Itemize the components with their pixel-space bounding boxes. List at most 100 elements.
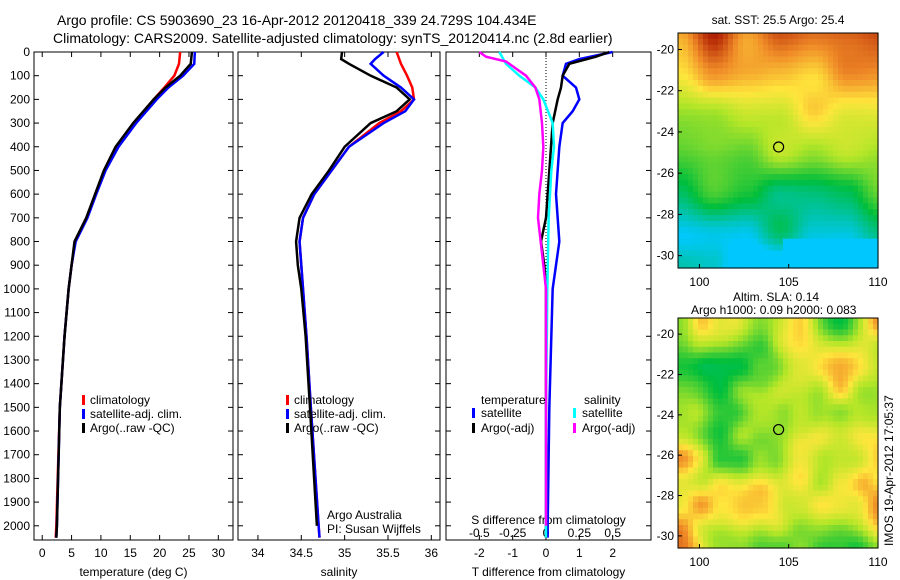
heatmap-cell bbox=[733, 519, 739, 526]
heatmap-cell bbox=[728, 103, 734, 110]
heatmap-cell bbox=[748, 121, 754, 128]
heatmap-cell bbox=[738, 421, 744, 428]
heatmap-cell bbox=[733, 38, 739, 46]
heatmap-cell bbox=[758, 456, 764, 463]
heatmap-cell bbox=[843, 415, 849, 423]
heatmap-cell bbox=[873, 203, 879, 210]
heatmap-cell bbox=[843, 250, 849, 257]
heatmap-cell bbox=[748, 221, 754, 228]
heatmap-cell bbox=[708, 438, 714, 446]
heatmap-cell bbox=[723, 392, 729, 400]
heatmap-cell bbox=[698, 450, 704, 457]
heatmap-cell bbox=[818, 103, 824, 110]
heatmap-cell bbox=[773, 127, 779, 134]
heatmap-cell bbox=[743, 103, 749, 110]
heatmap-cell bbox=[713, 232, 719, 240]
heatmap-cell bbox=[703, 221, 709, 228]
heatmap-cell bbox=[783, 329, 789, 336]
heatmap-cell bbox=[798, 467, 804, 474]
heatmap-cell bbox=[793, 507, 799, 515]
heatmap-cell bbox=[838, 138, 844, 146]
heatmap-cell bbox=[768, 156, 774, 163]
heatmap-cell bbox=[843, 56, 849, 63]
heatmap-cell bbox=[708, 191, 714, 199]
heatmap-cell bbox=[868, 542, 874, 549]
heatmap-cell bbox=[688, 341, 694, 348]
heatmap-cell bbox=[683, 387, 689, 394]
heatmap-cell bbox=[808, 502, 814, 509]
heatmap-cell bbox=[763, 38, 769, 46]
heatmap-cell bbox=[873, 450, 879, 457]
heatmap-cell bbox=[743, 513, 749, 520]
heatmap-cell bbox=[868, 38, 874, 46]
heatmap-cell bbox=[788, 68, 794, 75]
heatmap-cell bbox=[733, 85, 739, 93]
heatmap-cell bbox=[853, 115, 859, 122]
heatmap-cell bbox=[813, 364, 819, 371]
heatmap-cell bbox=[768, 335, 774, 342]
heatmap-cell bbox=[828, 179, 834, 187]
heatmap-cell bbox=[843, 456, 849, 463]
heatmap-cell bbox=[823, 215, 829, 222]
heatmap-cell bbox=[868, 80, 874, 87]
heatmap-cell bbox=[848, 91, 854, 99]
heatmap-cell bbox=[738, 444, 744, 451]
heatmap-cell bbox=[818, 530, 824, 538]
heatmap-cell bbox=[683, 127, 689, 134]
heatmap-cell bbox=[683, 91, 689, 99]
heatmap-cell bbox=[788, 244, 794, 251]
heatmap-cell bbox=[793, 50, 799, 58]
heatmap-cell bbox=[783, 221, 789, 228]
heatmap-cell bbox=[803, 38, 809, 46]
heatmap-cell bbox=[758, 335, 764, 342]
heatmap-cell bbox=[713, 238, 719, 246]
heatmap-cell bbox=[833, 97, 839, 105]
heatmap-cell bbox=[783, 358, 789, 365]
heatmap-cell bbox=[768, 127, 774, 134]
heatmap-cell bbox=[773, 479, 779, 486]
heatmap-cell bbox=[848, 144, 854, 152]
heatmap-cell bbox=[678, 519, 684, 526]
heatmap-cell bbox=[808, 467, 814, 474]
heatmap-cell bbox=[768, 525, 774, 532]
heatmap-cell bbox=[863, 168, 869, 175]
heatmap-cell bbox=[798, 519, 804, 526]
heatmap-cell bbox=[723, 179, 729, 187]
heatmap-cell bbox=[708, 250, 714, 257]
heatmap-cell bbox=[793, 496, 799, 503]
heatmap-cell bbox=[678, 226, 684, 234]
heatmap-cell bbox=[803, 103, 809, 110]
heatmap-cell bbox=[873, 209, 879, 216]
heatmap-cell bbox=[733, 346, 739, 354]
heatmap-cell bbox=[728, 33, 734, 40]
heatmap-cell bbox=[868, 364, 874, 371]
heatmap-cell bbox=[733, 74, 739, 81]
heatmap-cell bbox=[738, 174, 744, 181]
heatmap-cell bbox=[723, 398, 729, 405]
heatmap-cell bbox=[863, 496, 869, 503]
heatmap-cell bbox=[803, 85, 809, 93]
heatmap-cell bbox=[868, 144, 874, 152]
heatmap-cell bbox=[803, 215, 809, 222]
heatmap-cell bbox=[758, 221, 764, 228]
y-tick-label: 1300 bbox=[3, 353, 30, 367]
heatmap-cell bbox=[838, 387, 844, 394]
heatmap-cell bbox=[693, 103, 699, 110]
heatmap-cell bbox=[738, 525, 744, 532]
heatmap-cell bbox=[708, 132, 714, 140]
heatmap-cell bbox=[718, 519, 724, 526]
heatmap-cell bbox=[738, 132, 744, 140]
heatmap-cell bbox=[783, 80, 789, 87]
heatmap-cell bbox=[873, 50, 879, 58]
heatmap-cell bbox=[853, 496, 859, 503]
heatmap-cell bbox=[688, 179, 694, 187]
heatmap-cell bbox=[703, 209, 709, 216]
heatmap-cell bbox=[788, 238, 794, 246]
heatmap-cell bbox=[698, 479, 704, 486]
heatmap-cell bbox=[823, 346, 829, 354]
heatmap-cell bbox=[718, 444, 724, 451]
heatmap-cell bbox=[733, 323, 739, 331]
heatmap-cell bbox=[773, 392, 779, 400]
heatmap-cell bbox=[708, 185, 714, 193]
